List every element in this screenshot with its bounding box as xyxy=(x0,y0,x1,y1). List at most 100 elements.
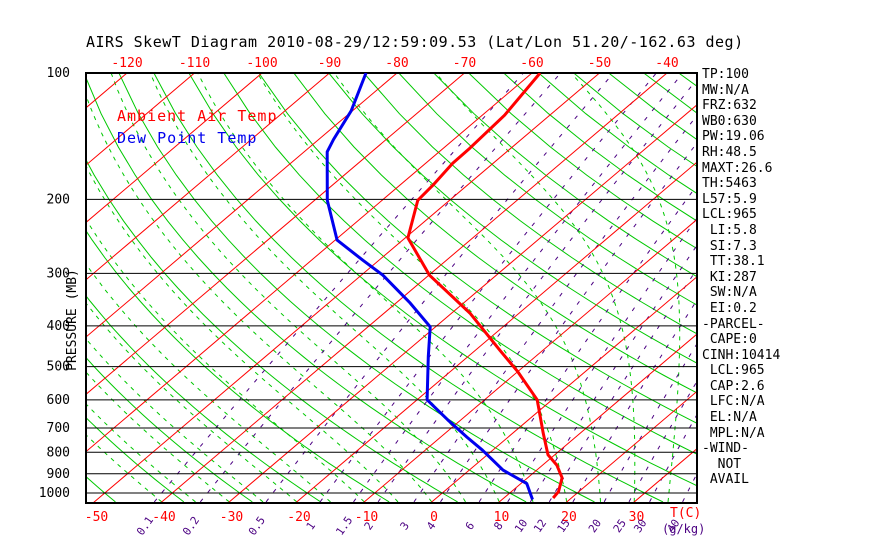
isotherm-line xyxy=(86,73,263,224)
isotherm-line xyxy=(86,73,398,338)
moist-adiabat-line xyxy=(86,371,230,503)
stat-line: MAXT:26.6 xyxy=(702,160,773,176)
sounding-profiles xyxy=(325,73,564,501)
pressure-tick-label: 100 xyxy=(47,66,70,81)
dry-adiabat-line xyxy=(503,73,697,222)
mixing-ratio-label: 10 xyxy=(512,517,530,535)
moist-adiabat-line xyxy=(435,73,636,502)
legend-dew-point: Dew Point Temp xyxy=(117,129,258,147)
stat-line: SW:N/A xyxy=(702,285,757,301)
mixing-ratio-label: 20 xyxy=(586,517,604,535)
dry-adiabat-line xyxy=(433,73,697,278)
moist-adiabat-line xyxy=(86,263,331,503)
bottom-temp-label: -20 xyxy=(287,510,310,525)
stat-line: PW:19.06 xyxy=(702,129,765,145)
top-temp-label: -90 xyxy=(318,56,341,71)
stat-line: LCL:965 xyxy=(702,207,757,223)
mixing-ratio-line xyxy=(153,73,524,503)
dry-adiabat-line xyxy=(86,416,185,503)
mixing-ratio-label: 6 xyxy=(463,520,477,533)
top-temp-label: -80 xyxy=(385,56,408,71)
bottom-temp-label: -40 xyxy=(152,510,175,525)
stat-line: EI:0.2 xyxy=(702,300,757,316)
bottom-temp-label: -30 xyxy=(220,510,243,525)
mixing-ratio-label: 12 xyxy=(531,517,549,535)
stat-line: SI:7.3 xyxy=(702,238,757,254)
stats-panel: TP:100 MW:N/A FRZ:632 WB0:630 PW:19.06 RH:48.… xyxy=(702,67,780,488)
mixing-ratio-label: 3 xyxy=(398,520,412,533)
dry-adiabat-line xyxy=(258,73,697,424)
isotherm-line xyxy=(92,73,600,503)
dry-adiabat-line xyxy=(293,73,697,394)
pressure-axis-title: PRESSURE (MB) xyxy=(65,269,80,371)
bottom-temp-label: 0 xyxy=(430,510,438,525)
moist-adiabat-line xyxy=(86,403,196,503)
dry-adiabat-line xyxy=(86,76,527,503)
dry-adiabat-line xyxy=(118,73,595,503)
isotherm-line xyxy=(86,73,330,281)
top-temp-label: -50 xyxy=(588,56,611,71)
mixing-ratio-line xyxy=(199,73,561,503)
chart-title: AIRS SkewT Diagram 2010-08-29/12:59:09.5… xyxy=(86,33,744,51)
dry-adiabat-line xyxy=(188,73,697,487)
dry-adiabat-line xyxy=(86,356,253,503)
stat-line: TP:100 xyxy=(702,67,749,82)
mixing-ratio-label: 0.2 xyxy=(180,514,202,538)
moist-adiabat-line xyxy=(86,164,399,503)
mixing-ratio-label: 1.5 xyxy=(333,514,355,538)
stat-line: RH:48.5 xyxy=(702,144,757,160)
pressure-tick-label: 700 xyxy=(47,421,70,436)
stat-line: WB0:630 xyxy=(702,113,757,129)
top-temp-label: -120 xyxy=(111,56,142,71)
pressure-tick-label: 1000 xyxy=(39,486,70,501)
bottom-temp-label: 20 xyxy=(561,510,577,525)
stat-line: LFC:N/A xyxy=(702,394,765,410)
mixing-ratio-label: 40 xyxy=(664,517,682,535)
stat-line: CAP:2.6 xyxy=(702,378,765,394)
top-temp-label: -70 xyxy=(453,56,476,71)
pressure-tick-label: 400 xyxy=(47,319,70,334)
stat-line: TH:5463 xyxy=(702,176,757,192)
dew-point-curve xyxy=(325,73,534,501)
top-temp-label: -110 xyxy=(179,56,210,71)
moist-adiabat-line xyxy=(86,302,298,503)
mixing-ratio-line xyxy=(353,73,684,503)
isotherm-line xyxy=(362,218,697,503)
mixing-ratio-label: 25 xyxy=(611,517,629,535)
moist-adiabat-line xyxy=(110,73,466,503)
pressure-tick-label: 900 xyxy=(47,467,70,482)
stat-line: L57:5.9 xyxy=(702,191,757,207)
mixing-ratio-line xyxy=(265,73,614,503)
bottom-temp-label: -10 xyxy=(355,510,378,525)
mixing-ratio-line xyxy=(440,142,697,503)
pressure-tick-label: 600 xyxy=(47,393,70,408)
dry-adiabat-line xyxy=(86,295,321,503)
mixing-ratio-label: 15 xyxy=(555,517,573,535)
isotherm-line xyxy=(565,390,697,503)
pressure-tick-label: 500 xyxy=(47,360,70,375)
isotherm-line xyxy=(86,73,533,453)
mixing-ratio-line xyxy=(413,114,697,503)
pressure-tick-label: 300 xyxy=(47,266,70,281)
mixing-ratio-label: 30 xyxy=(631,517,649,535)
isotherm-line xyxy=(160,73,668,503)
isotherm-line xyxy=(86,73,195,166)
stat-line: LI:5.8 xyxy=(702,222,757,238)
mixing-unit-label: (g/kg) xyxy=(662,522,705,536)
legend-ambient-temp: Ambient Air Temp xyxy=(117,107,278,125)
bottom-temp-label: 10 xyxy=(494,510,510,525)
stat-line: AVAIL xyxy=(702,472,749,488)
dry-adiabat-line xyxy=(86,475,116,503)
stat-line: KI:287 xyxy=(702,269,757,285)
isotherm-line xyxy=(430,276,697,503)
stat-line: NOT xyxy=(702,456,742,472)
mixing-ratio-label: 1 xyxy=(304,520,318,533)
isotherm-line xyxy=(497,333,697,503)
stat-line: FRZ:632 xyxy=(702,98,757,114)
moist-adiabat-line xyxy=(149,73,500,503)
stat-line: -WIND- xyxy=(702,441,749,457)
ambient-temp-curve xyxy=(406,73,564,499)
isotherm-line xyxy=(227,104,697,503)
